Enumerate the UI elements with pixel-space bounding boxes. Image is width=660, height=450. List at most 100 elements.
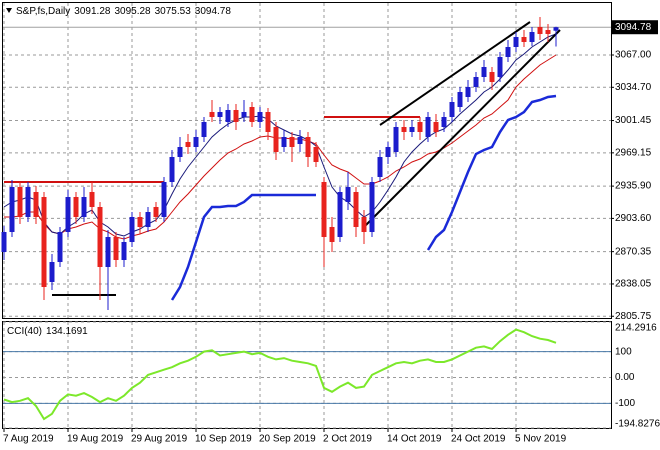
candle-body (305, 137, 311, 157)
candle-body (401, 127, 407, 132)
candle-body (465, 87, 471, 97)
candle-body (353, 192, 359, 227)
x-tick-label: 7 Aug 2019 (3, 434, 54, 445)
x-tick-label: 20 Sep 2019 (259, 434, 316, 445)
candle-body (345, 187, 351, 202)
candle-body (121, 242, 127, 260)
candle-body (289, 137, 295, 147)
y-tick-label: 2935.90 (615, 181, 652, 192)
candle-body (217, 112, 223, 117)
y-tick-label: 2805.75 (615, 311, 652, 322)
x-tick-label: 2 Oct 2019 (323, 434, 372, 445)
indicator-line (4, 54, 557, 240)
x-tick-label: 19 Aug 2019 (67, 434, 124, 445)
candle-body (385, 147, 391, 157)
candle-body (97, 207, 103, 267)
candle-body (201, 122, 207, 137)
y-tick-label: 2969.15 (615, 147, 652, 158)
cci-tick-label: -194.8276 (615, 419, 660, 430)
cci-title: CCI(40) (7, 326, 42, 337)
x-tick-label: 10 Sep 2019 (195, 434, 252, 445)
candle-body (225, 110, 231, 122)
candle-body (513, 37, 519, 47)
candle-body (505, 47, 511, 57)
candle-body (89, 192, 95, 207)
last-price-label: 3094.78 (615, 22, 652, 33)
candle-body (425, 117, 431, 137)
candle-body (81, 197, 87, 217)
candle-body (57, 232, 63, 262)
candle-body (73, 197, 79, 217)
candle-body (297, 137, 303, 144)
candle-body (329, 227, 335, 242)
drawing-line (379, 21, 531, 126)
indicator-line (170, 94, 557, 301)
candle-body (409, 127, 415, 132)
candle-body (433, 122, 439, 132)
candle-body (473, 77, 479, 87)
candle-body (249, 107, 255, 122)
chart-title: S&P,fs,Daily (16, 6, 70, 17)
candle-body (529, 32, 535, 42)
header-open: 3091.28 (74, 6, 111, 17)
candle-body (537, 27, 543, 34)
candle-body (1, 232, 7, 252)
candle-body (145, 212, 151, 227)
candle-body (449, 102, 455, 117)
y-tick-label: 3034.70 (615, 82, 652, 93)
candle-body (193, 137, 199, 147)
candle-body (313, 147, 319, 162)
cci-current: 134.1691 (46, 326, 88, 337)
candle-body (153, 207, 159, 217)
candle-body (209, 112, 215, 117)
x-tick-label: 14 Oct 2019 (387, 434, 442, 445)
candle-body (273, 127, 279, 152)
y-tick-label: 3001.45 (615, 115, 652, 126)
y-tick-label: 3067.00 (615, 50, 652, 61)
candle-body (49, 262, 55, 282)
candle-body (553, 27, 559, 31)
candle-body (65, 197, 71, 232)
candle-body (161, 182, 167, 217)
header-high: 3095.28 (114, 6, 151, 17)
candle-body (545, 30, 551, 34)
cci-line (3, 328, 557, 421)
candle-body (233, 110, 239, 122)
candle-body (521, 37, 527, 42)
candle-body (337, 192, 343, 237)
candle-body (417, 122, 423, 132)
cci-tick-label: 214.2916 (615, 323, 657, 334)
candle-body (497, 57, 503, 77)
candle-body (377, 157, 383, 177)
candle-body (185, 142, 191, 147)
price-panel-frame (2, 2, 612, 319)
last-price-box (612, 20, 658, 35)
chart-header: S&P,fs,Daily 3091.28 3095.28 3075.53 3094.78 (16, 6, 231, 17)
header-marker (6, 8, 12, 13)
x-tick-label: 29 Aug 2019 (131, 434, 188, 445)
candle-body (33, 192, 39, 217)
candle-body (169, 157, 175, 182)
candle-body (9, 187, 15, 232)
candle-body (17, 187, 23, 217)
candle-body (25, 187, 31, 217)
candle-body (105, 237, 111, 267)
indicator-line (3, 33, 557, 237)
candle-body (41, 197, 47, 287)
y-tick-label: 2838.05 (615, 279, 652, 290)
x-tick-label: 5 Nov 2019 (515, 434, 567, 445)
cci-tick-label: 100 (615, 346, 632, 357)
candle-body (361, 217, 367, 232)
candle-body (481, 67, 487, 77)
candle-body (113, 237, 119, 260)
candle-body (281, 137, 287, 147)
candle-body (393, 127, 399, 152)
cci-tick-label: -100 (615, 398, 635, 409)
candle-body (177, 147, 183, 157)
header-low: 3075.53 (155, 6, 192, 17)
candle-body (129, 217, 135, 242)
candle-body (241, 112, 247, 117)
cci-header: CCI(40) 134.1691 (7, 326, 88, 337)
